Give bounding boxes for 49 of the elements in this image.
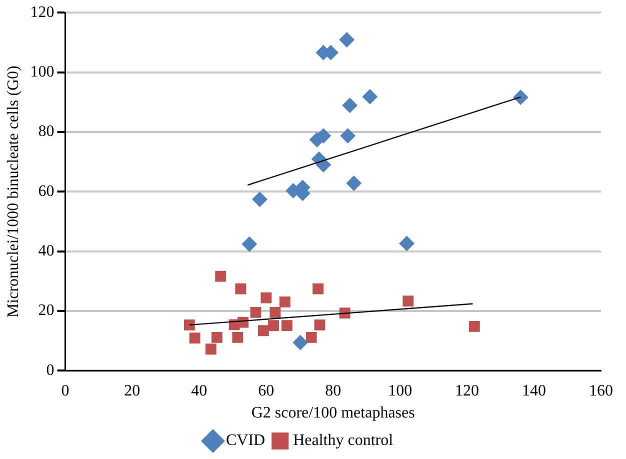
point [339,32,354,48]
point [242,236,257,252]
point [399,236,414,252]
point [281,320,292,331]
point [211,332,222,343]
y-tick-label: 60 [38,182,54,200]
point [184,320,195,330]
point [346,176,362,191]
point [340,128,356,144]
point [292,335,308,350]
x-tick-label: 40 [191,382,208,400]
point [232,332,244,343]
point [342,98,358,113]
point [314,320,326,330]
point [268,320,279,331]
x-axis-title: G2 score/100 metaphases [251,404,415,422]
y-tick-label: 20 [38,302,54,320]
point [402,296,414,307]
y-tick-label: 0 [46,362,54,379]
x-tick-label: 20 [124,382,140,400]
legend-label: CVID [226,432,266,450]
x-tick-label: 100 [388,382,412,400]
point [215,270,226,282]
y-tick-label: 100 [30,63,54,80]
point [250,306,262,318]
point [258,325,269,336]
x-tick-label: 160 [589,382,613,400]
point [513,90,528,105]
point [312,283,324,294]
point [260,292,272,304]
point [306,332,317,343]
point [270,306,281,318]
x-tick-label: 120 [455,382,480,400]
point [279,296,290,308]
x-tick-label: 0 [61,382,70,400]
y-axis-title: Micronuclei/1000 binucleate cells (G0) [4,66,22,318]
x-tick-label: 140 [522,382,546,400]
y-tick-label: 40 [38,242,54,260]
point [468,320,480,332]
point [252,192,268,207]
y-tick-label: 80 [38,123,54,140]
y-tick-label: 120 [30,4,54,21]
point [235,283,246,294]
point [205,344,216,355]
x-tick-label: 60 [258,382,274,400]
point [189,332,200,344]
legend-label: Healthy control [293,432,394,450]
x-tick-label: 80 [325,382,342,400]
point [362,89,378,104]
